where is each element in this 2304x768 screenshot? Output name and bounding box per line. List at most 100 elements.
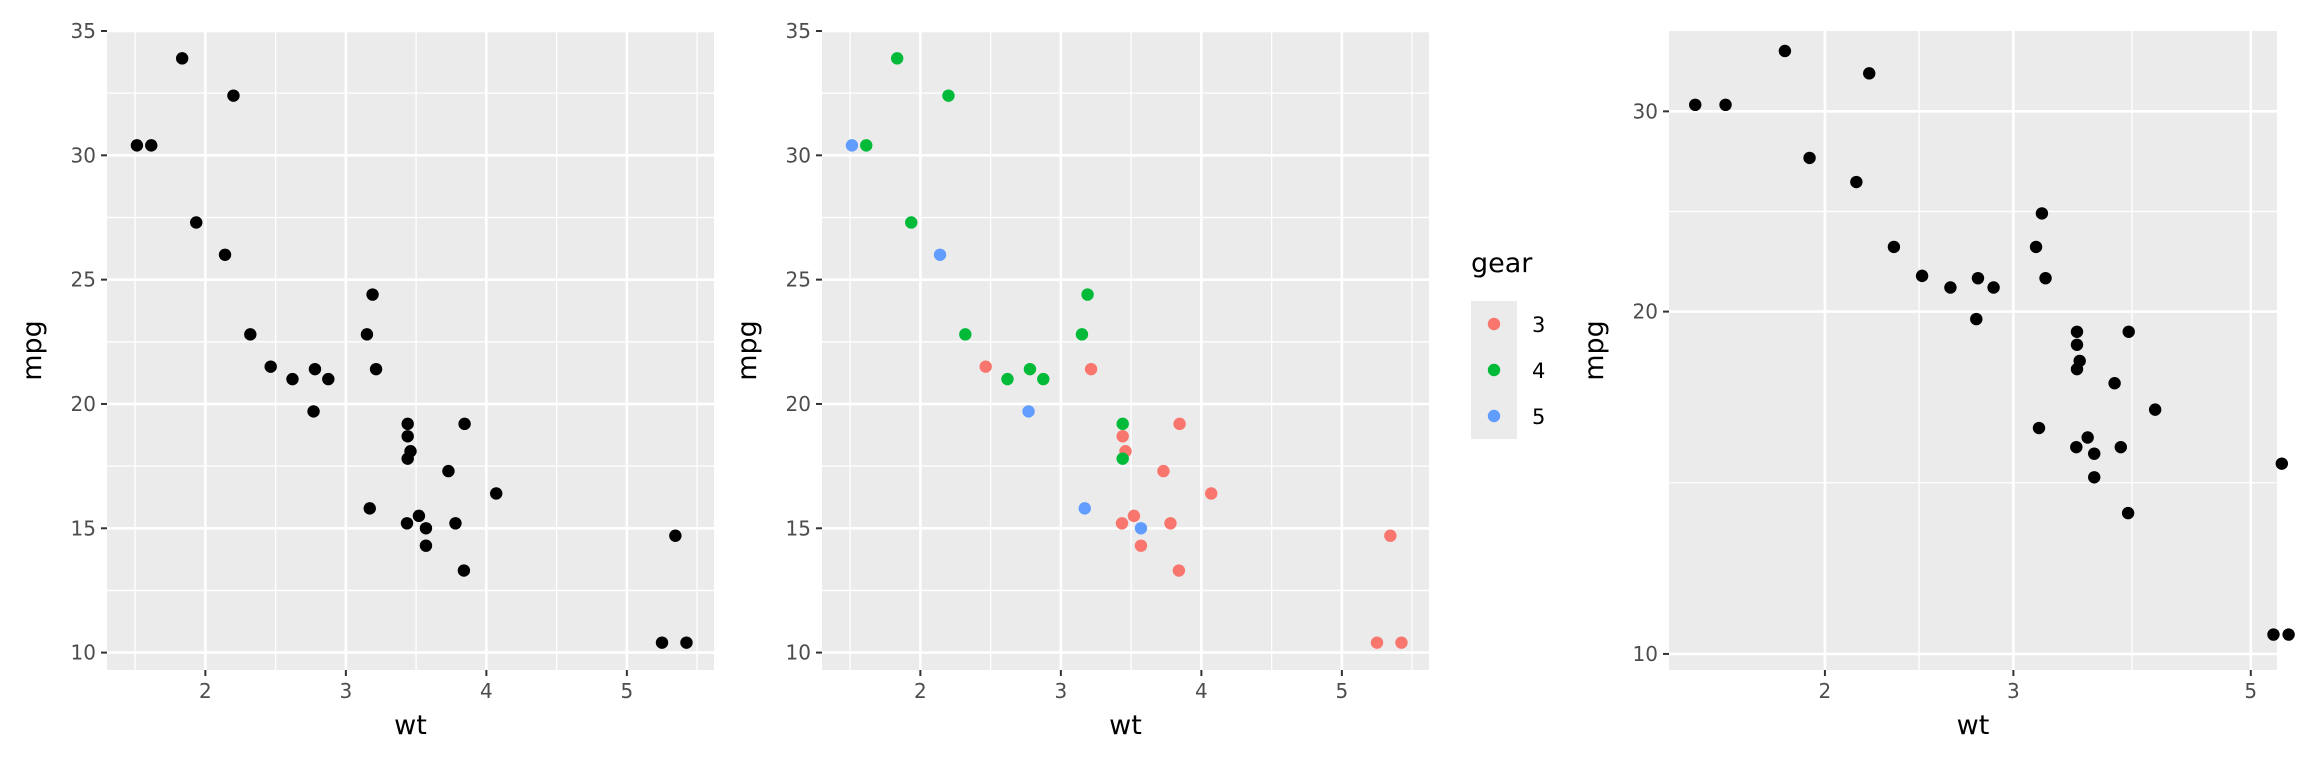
data-point (190, 216, 203, 229)
data-point-gear-5 (1134, 522, 1148, 535)
data-point (457, 564, 471, 577)
y-tick-label: 35 (71, 19, 96, 43)
data-point (419, 539, 433, 552)
data-point (2148, 403, 2162, 416)
x-tick-label: 5 (2244, 679, 2257, 703)
data-point (458, 417, 471, 431)
data-point (1944, 281, 1957, 294)
data-point-gear-3 (1084, 362, 1098, 376)
data-point (1689, 98, 1702, 112)
data-point (419, 522, 433, 535)
y-tick-label: 35 (786, 19, 811, 43)
data-point (1803, 151, 1816, 165)
y-tick-label: 15 (71, 516, 96, 540)
data-point-gear-3 (979, 360, 992, 373)
y-axis-title: mpg (732, 320, 763, 381)
x-axis-title: wt (1957, 710, 1990, 741)
data-point-gear-3 (1127, 509, 1141, 523)
data-point (130, 139, 144, 152)
x-tick-label: 4 (480, 679, 493, 703)
y-axis-title: mpg (1579, 320, 1610, 381)
x-tick-label: 5 (621, 679, 634, 703)
x-tick-label: 3 (339, 679, 352, 703)
data-point (2088, 471, 2101, 484)
x-axis-title: wt (1109, 710, 1142, 741)
data-point-gear-3 (1172, 564, 1186, 577)
x-tick-label: 2 (914, 679, 927, 703)
data-point-gear-3 (1384, 529, 1397, 542)
x-axis-title: wt (394, 710, 427, 741)
data-point-gear-4 (959, 328, 972, 341)
data-point (680, 636, 693, 649)
legend-key-gear-5 (1487, 409, 1501, 423)
data-point (2122, 325, 2135, 338)
data-point (442, 464, 455, 478)
data-point-gear-3 (1395, 636, 1408, 649)
data-point (1863, 67, 1876, 80)
legend-label-gear-3: 3 (1532, 313, 1545, 337)
x-tick-label: 5 (1336, 679, 1349, 703)
y-tick-label: 30 (786, 143, 811, 167)
data-point-gear-3 (1173, 417, 1186, 431)
data-point (401, 417, 414, 431)
data-point (401, 430, 414, 443)
data-point (2267, 628, 2280, 641)
data-point (669, 529, 682, 542)
x-tick-label: 3 (2007, 679, 2020, 703)
data-point-gear-5 (1022, 405, 1035, 418)
data-point-gear-3 (1115, 517, 1129, 530)
data-point (369, 362, 383, 376)
data-point (2081, 431, 2094, 444)
data-point (2114, 440, 2127, 454)
data-point-gear-3 (1205, 487, 1218, 500)
data-point (1987, 281, 2000, 294)
data-point (244, 328, 257, 341)
y-tick-label: 10 (1633, 642, 1658, 666)
data-point (363, 502, 376, 515)
data-point (264, 360, 277, 373)
data-point (175, 52, 189, 65)
chart-panel-3: 2 3 5 10 20 30 wt mpg (1579, 31, 2295, 741)
data-point (2070, 440, 2083, 454)
data-point (400, 517, 414, 530)
data-point (360, 328, 374, 341)
legend-label-gear-5: 5 (1532, 405, 1545, 429)
x-tick-label: 4 (1195, 679, 1208, 703)
y-tick-label: 30 (71, 143, 96, 167)
data-point (2282, 628, 2295, 641)
data-point (1719, 98, 1732, 112)
chart-panel-2: 2 3 4 5 10 15 20 25 30 35 wt mpg gear 3 4 5 (732, 19, 1545, 741)
panel-background (822, 31, 1429, 670)
data-point-gear-4 (1116, 417, 1129, 431)
data-point-gear-3 (1370, 636, 1384, 649)
data-point (2070, 338, 2084, 351)
data-point (2029, 240, 2043, 254)
legend-label-gear-4: 4 (1532, 359, 1545, 383)
data-point (286, 372, 299, 386)
panel-background (107, 31, 714, 670)
data-point (449, 517, 462, 530)
data-point (2088, 447, 2101, 460)
y-tick-label: 20 (786, 392, 811, 416)
data-point-gear-4 (942, 89, 955, 102)
y-tick-label: 25 (786, 268, 811, 292)
data-point-gear-4 (1023, 362, 1037, 376)
data-point (2039, 271, 2052, 285)
data-point-gear-3 (1157, 464, 1170, 478)
data-point (1970, 312, 1983, 326)
data-point (1887, 240, 1901, 254)
data-point-gear-4 (1001, 372, 1014, 386)
y-tick-label: 10 (786, 641, 811, 665)
data-point (1971, 271, 1985, 285)
y-tick-label: 20 (1633, 300, 1658, 324)
chart-panel-1: 2 3 4 5 10 15 20 25 30 35 wt mpg (17, 19, 714, 741)
data-point (145, 139, 158, 152)
data-point (490, 487, 503, 500)
panel-background (1669, 31, 2277, 670)
data-point (2108, 377, 2121, 390)
data-point (412, 509, 426, 523)
data-point (1778, 44, 1792, 58)
x-tick-label: 3 (1054, 679, 1067, 703)
x-tick-label: 2 (199, 679, 212, 703)
